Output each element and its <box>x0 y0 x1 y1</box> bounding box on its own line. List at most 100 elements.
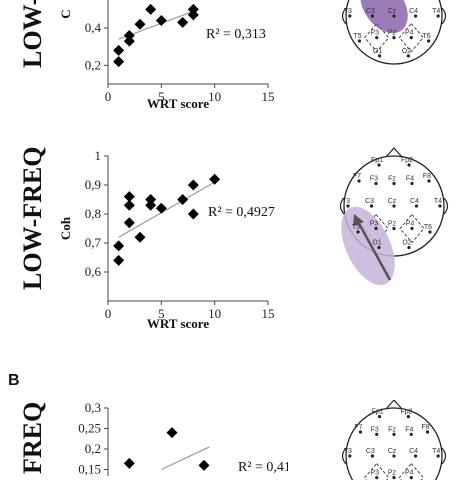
electrode-label: F4 <box>406 176 414 183</box>
data-point <box>187 179 199 191</box>
electrode-label: F8 <box>423 173 431 180</box>
x-axis-label: WRT score <box>147 96 209 111</box>
data-point <box>166 427 178 439</box>
electrode-label: F7 <box>353 173 361 180</box>
y-tick-label: 1 <box>95 148 102 163</box>
r-squared-label: R² = 0,4118 <box>238 460 288 475</box>
x-tick-label: 0 <box>105 89 112 104</box>
electrode-dot <box>406 54 410 58</box>
data-point <box>145 3 157 15</box>
scatter-chart-top: 0,2 0,4 0 5 10 15 WRT score C R² = 0,313 <box>58 0 275 111</box>
electrode-dot <box>426 39 431 43</box>
highlight-region <box>341 206 395 286</box>
electrode-label: Pz <box>388 30 397 37</box>
electrode-label: T4 <box>432 8 440 15</box>
data-point <box>145 199 157 211</box>
row-label-bottom: FREQ <box>18 401 47 474</box>
electrode-label: Cz <box>388 198 397 205</box>
electrode-dot <box>374 226 378 231</box>
right-ear-outline <box>441 7 447 25</box>
electrode-label: T3 <box>344 8 352 15</box>
data-point <box>113 44 125 56</box>
x-tick-label: 15 <box>262 89 275 104</box>
electrode-label: F4 <box>405 426 413 433</box>
data-point <box>134 231 146 243</box>
data-point <box>177 194 189 205</box>
electrode-label: Cz <box>388 448 397 455</box>
x-tick-label: 5 <box>158 306 165 321</box>
data-point <box>123 199 135 211</box>
electrode-label: C3 <box>365 198 374 205</box>
electrode-label: Fp2 <box>401 157 413 164</box>
electrode-label: T4 <box>434 198 442 205</box>
head-outline <box>345 0 443 65</box>
electrode-label: T5 <box>353 33 361 40</box>
electrode-dot <box>357 179 361 183</box>
electrode-dot <box>392 181 396 186</box>
data-point <box>123 35 135 47</box>
y-tick-label: 0,4 <box>85 20 102 35</box>
head-map-bottom: Fp1 Fp2 F7 F3 Fz F4 F8 T3 C3 Cz C4 T4 P3 Pz P4 <box>341 400 447 480</box>
data-point <box>155 202 167 214</box>
electrode-dot <box>392 14 396 18</box>
electrode-dot <box>392 432 396 436</box>
y-tick-label: 0,2 <box>85 441 101 456</box>
electrode-label: P4 <box>405 30 414 37</box>
electrode-label: F7 <box>354 424 362 431</box>
data-point <box>113 240 125 252</box>
dashed-region <box>399 213 425 244</box>
electrode-dot <box>375 36 379 40</box>
data-point <box>123 191 135 203</box>
section-label: B <box>8 372 20 389</box>
electrode-dot <box>348 14 352 18</box>
electrode-label: T4 <box>432 448 440 455</box>
electrode-label: Pz <box>388 470 397 477</box>
y-tick-label: 0,8 <box>85 206 101 221</box>
trend-line <box>118 181 215 238</box>
highlight-region <box>360 0 408 34</box>
electrode-label: O2 <box>402 48 411 55</box>
electrode-dot <box>378 415 382 419</box>
electrode-label: C4 <box>410 198 419 205</box>
electrode-dot <box>414 454 418 458</box>
x-tick-label: 0 <box>105 306 112 321</box>
y-tick-label: 0,3 <box>85 400 101 415</box>
electrode-dot <box>414 14 418 18</box>
electrode-dot <box>407 245 411 250</box>
electrode-dot <box>438 204 442 208</box>
r-squared-label: R² = 0,4927 <box>208 205 275 220</box>
arrow-head <box>353 214 364 226</box>
electrode-label: O1 <box>372 240 381 247</box>
head-map-middle: Fp1 Fp2 F7 F3 Fz F4 F8 T3 C3 Cz C4 T4 T5 P3 Pz P4 T6 O1 O2 <box>339 147 449 286</box>
dashed-region <box>398 22 424 53</box>
data-point <box>187 9 199 21</box>
electrode-label: T3 <box>344 448 352 455</box>
electrode-label: T3 <box>342 198 350 205</box>
data-point <box>177 16 189 28</box>
x-tick-label: 5 <box>158 89 165 104</box>
electrode-label: O2 <box>402 240 411 247</box>
left-ear-outline <box>339 197 345 215</box>
electrode-dot <box>374 181 378 186</box>
electrode-dot <box>348 454 352 458</box>
dashed-region <box>364 22 390 53</box>
x-tick-label: 15 <box>262 306 275 321</box>
data-point <box>123 217 135 229</box>
electrode-dot <box>392 36 396 40</box>
electrode-dot <box>406 415 410 419</box>
data-point <box>113 56 125 68</box>
electrode-label: Cz <box>388 8 397 15</box>
electrode-dot <box>377 245 381 250</box>
electrode-dot <box>392 204 396 208</box>
row-label-top: LOW-F <box>18 0 47 68</box>
data-point <box>113 254 125 266</box>
data-point <box>187 3 199 15</box>
electrode-label: P4 <box>406 221 415 228</box>
data-point <box>198 459 210 471</box>
electrode-dot <box>370 14 374 18</box>
y-tick-label: 0,25 <box>78 421 101 436</box>
data-point <box>123 29 135 41</box>
electrode-dot <box>346 204 350 208</box>
electrode-label: T6 <box>422 33 430 40</box>
